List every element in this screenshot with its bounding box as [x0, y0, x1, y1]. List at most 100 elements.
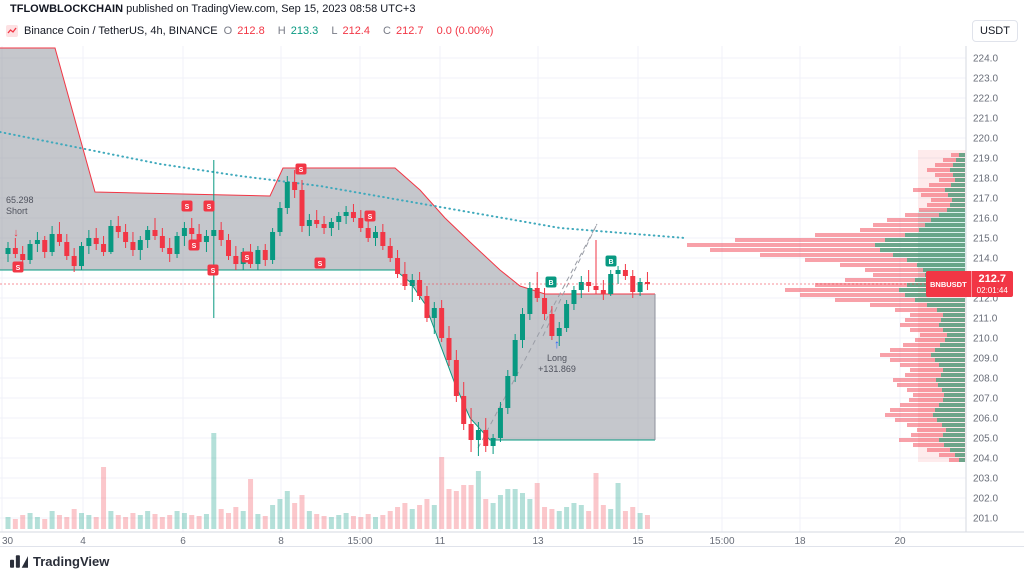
sell-marker — [203, 200, 215, 212]
volume-bar — [211, 433, 217, 529]
symbol-title[interactable]: Binance Coin / TetherUS, 4h, BINANCE — [24, 25, 218, 37]
price-axis-label[interactable]: 204.0 — [973, 454, 998, 465]
time-axis-label[interactable]: 20 — [894, 536, 906, 546]
volume-bar — [380, 515, 386, 529]
profile-bar-up — [955, 178, 965, 182]
volume-bar — [34, 517, 40, 529]
price-axis-label[interactable]: 219.0 — [973, 154, 998, 165]
candle-body — [20, 254, 26, 260]
price-axis-label[interactable]: 208.0 — [973, 374, 998, 385]
sell-marker — [314, 257, 326, 269]
candle-body — [439, 308, 445, 338]
candle-body — [556, 328, 562, 336]
profile-bar-down — [887, 218, 965, 222]
volume-bar — [468, 485, 474, 529]
price-axis-label[interactable]: 202.0 — [973, 494, 998, 505]
candle-body — [79, 246, 84, 266]
price-axis-label[interactable]: 215.0 — [973, 234, 998, 245]
volume-bar — [600, 505, 606, 529]
candle-body — [564, 304, 570, 328]
volume-bar — [42, 519, 48, 529]
profile-bar-up — [939, 363, 965, 367]
profile-bar-up — [917, 263, 965, 267]
volume-bar — [64, 517, 70, 529]
volume-bar — [93, 517, 99, 529]
time-axis-label[interactable]: 18 — [794, 536, 806, 546]
long-label-text: +131.869 — [538, 364, 576, 374]
time-axis-label[interactable]: 30 — [2, 536, 14, 546]
profile-bar-down — [895, 418, 965, 422]
price-axis-label[interactable]: 217.0 — [973, 194, 998, 205]
price-axis-label[interactable]: 220.0 — [973, 134, 998, 145]
price-axis-label[interactable]: 210.0 — [973, 334, 998, 345]
currency-toggle-button[interactable]: USDT — [972, 20, 1018, 42]
candle-body — [350, 212, 356, 218]
volume-bar — [365, 514, 371, 529]
candle-body — [284, 182, 290, 208]
candle-body — [622, 270, 628, 276]
price-axis-label[interactable]: 221.0 — [973, 114, 998, 125]
tradingview-link[interactable]: TradingView — [10, 554, 109, 569]
price-tag-countdown: 02:01:44 — [976, 285, 1008, 295]
candle-body — [637, 282, 643, 292]
price-axis-label[interactable]: 222.0 — [973, 94, 998, 105]
candle-body — [453, 360, 459, 396]
price-axis-label[interactable]: 214.0 — [973, 254, 998, 265]
symbol-icon — [6, 25, 18, 37]
price-axis-label[interactable]: 211.0 — [973, 314, 998, 325]
price-axis-label[interactable]: 223.0 — [973, 74, 998, 85]
volume-bar — [505, 489, 511, 529]
candle-body — [152, 230, 158, 236]
current-price-tag[interactable]: BNBUSDT 212.7 02:01:44 — [926, 271, 1013, 297]
profile-bar-up — [936, 378, 965, 382]
profile-bar-up — [935, 348, 965, 352]
profile-bar-down — [910, 328, 965, 332]
time-axis-label[interactable]: 6 — [180, 536, 186, 546]
time-axis-label[interactable]: 8 — [278, 536, 284, 546]
profile-bar-down — [815, 283, 965, 287]
time-axis-label[interactable]: 15:00 — [709, 536, 734, 546]
volume-bar — [571, 503, 577, 529]
volume-bar — [483, 499, 489, 529]
candle-body — [49, 234, 55, 252]
candle-body — [5, 248, 11, 254]
price-axis-label[interactable]: 203.0 — [973, 474, 998, 485]
profile-bar-down — [949, 458, 965, 462]
profile-bar-up — [923, 268, 965, 272]
time-axis-label[interactable]: 11 — [435, 536, 446, 546]
price-axis-label[interactable]: 218.0 — [973, 174, 998, 185]
price-axis-label[interactable]: 212.0 — [973, 294, 998, 305]
volume-bar — [556, 511, 562, 529]
price-axis-label[interactable]: 207.0 — [973, 394, 998, 405]
price-axis-label[interactable]: 209.0 — [973, 354, 998, 365]
price-axis-label[interactable]: 224.0 — [973, 54, 998, 65]
profile-bar-down — [845, 278, 965, 282]
candle-body — [417, 280, 423, 296]
profile-bar-down — [913, 443, 965, 447]
time-axis-label[interactable]: 4 — [80, 536, 86, 546]
sell-marker — [295, 163, 307, 175]
sell-marker-letter: S — [368, 214, 373, 221]
profile-bar-down — [805, 258, 965, 262]
profile-bar-up — [915, 298, 965, 302]
candle-body — [211, 230, 217, 236]
profile-bar-down — [885, 413, 965, 417]
volume-bar — [527, 499, 533, 529]
time-axis-label[interactable]: 13 — [532, 536, 544, 546]
candle-body — [174, 236, 180, 254]
band-top-line — [0, 47, 655, 295]
volume-bar — [395, 507, 401, 529]
volume-bar — [542, 507, 548, 529]
profile-bar-down — [840, 263, 965, 267]
time-axis-label[interactable]: 15:00 — [347, 536, 372, 546]
price-axis-label[interactable]: 216.0 — [973, 214, 998, 225]
profile-bar-down — [900, 403, 965, 407]
volume-bar — [578, 505, 584, 529]
price-axis-label[interactable]: 205.0 — [973, 434, 998, 445]
price-axis-label[interactable]: 201.0 — [973, 514, 998, 525]
price-axis-label[interactable]: 206.0 — [973, 414, 998, 425]
time-axis-label[interactable]: 15 — [632, 536, 644, 546]
volume-bar — [461, 485, 467, 529]
candle-body — [497, 408, 503, 438]
